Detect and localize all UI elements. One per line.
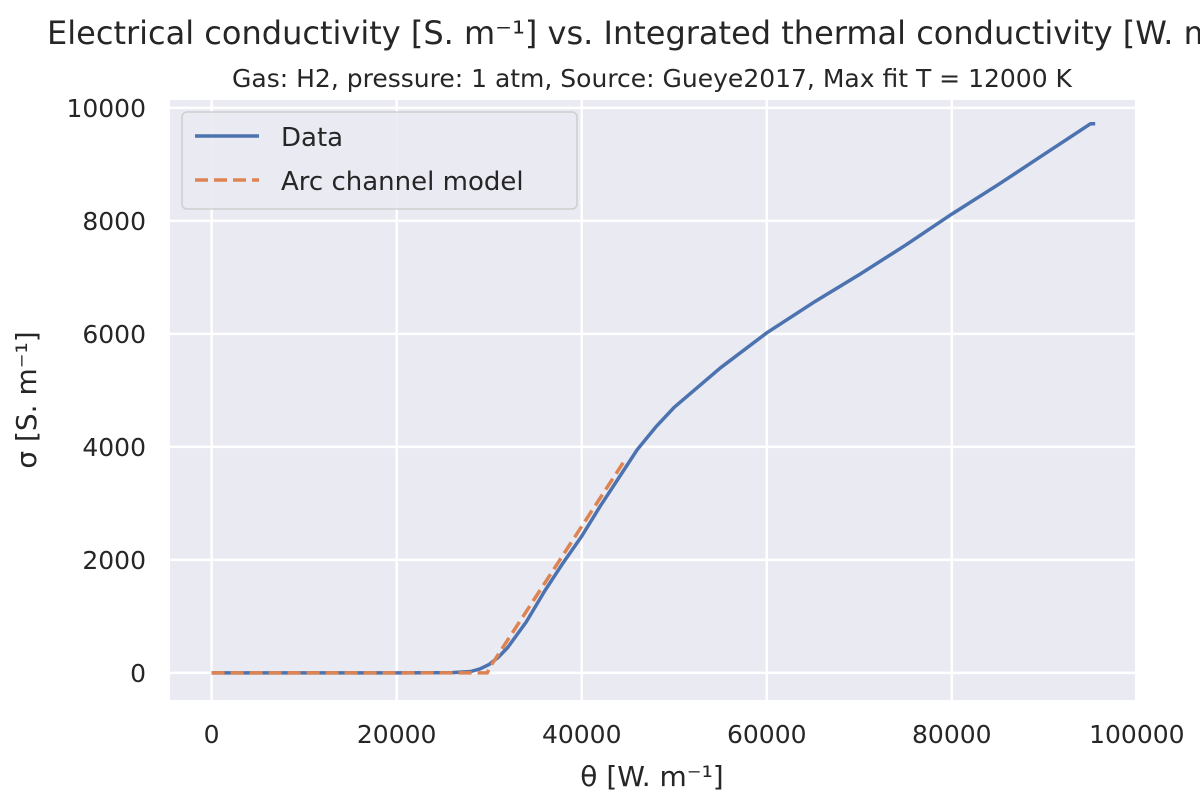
y-tick-label: 0 (130, 659, 146, 688)
x-tick-label: 100000 (1089, 720, 1184, 749)
x-tick-label: 20000 (357, 720, 437, 749)
x-tick-label: 0 (204, 720, 220, 749)
y-tick-label: 2000 (82, 546, 146, 575)
y-tick-label: 10000 (66, 94, 146, 123)
legend-label-model: Arc channel model (281, 167, 524, 197)
grid (170, 100, 1135, 700)
x-tick-label: 60000 (727, 720, 807, 749)
y-tick-label: 6000 (82, 320, 146, 349)
x-axis-label: θ [W. m⁻¹] (580, 760, 723, 793)
y-tick-label: 8000 (82, 207, 146, 236)
ticks: 0 20000 40000 60000 80000 100000 0 2000 4000 6000… (66, 94, 1184, 749)
y-tick-label: 4000 (82, 433, 146, 462)
series-lines (211, 121, 1096, 675)
legend-box (181, 111, 578, 210)
legend: Data Arc channel model (181, 111, 578, 210)
y-axis-label: σ [S. m⁻¹] (10, 331, 43, 468)
x-tick-label: 80000 (912, 720, 992, 749)
x-tick-label: 40000 (542, 720, 622, 749)
chart-title: Electrical conductivity [S. m⁻¹] vs. Int… (47, 14, 1200, 52)
chart-subtitle: Gas: H2, pressure: 1 atm, Source: Gueye2… (232, 64, 1072, 93)
legend-label-data: Data (281, 123, 343, 153)
series-line-data (211, 121, 1096, 675)
series-line-model (211, 457, 628, 675)
